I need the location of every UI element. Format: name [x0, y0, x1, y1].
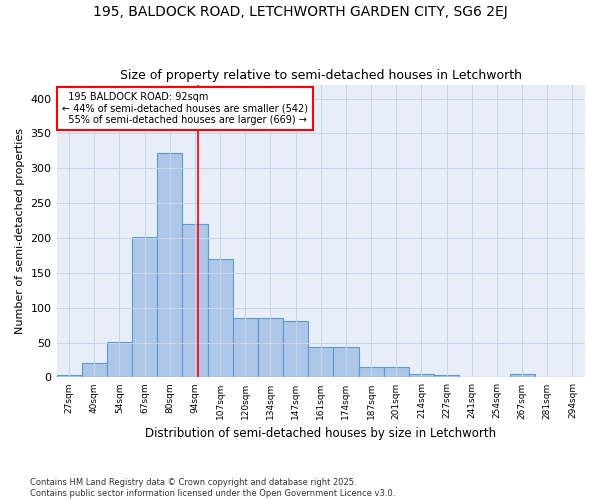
Title: Size of property relative to semi-detached houses in Letchworth: Size of property relative to semi-detach…: [120, 69, 522, 82]
Bar: [208, 259, 233, 378]
Bar: [434, 376, 459, 378]
Text: 195, BALDOCK ROAD, LETCHWORTH GARDEN CITY, SG6 2EJ: 195, BALDOCK ROAD, LETCHWORTH GARDEN CIT…: [92, 5, 508, 19]
Bar: [82, 363, 107, 378]
Bar: [258, 318, 283, 378]
Bar: [359, 367, 383, 378]
Bar: [383, 367, 409, 378]
Bar: [182, 224, 208, 378]
Bar: [107, 342, 132, 378]
Text: Contains HM Land Registry data © Crown copyright and database right 2025.
Contai: Contains HM Land Registry data © Crown c…: [30, 478, 395, 498]
Y-axis label: Number of semi-detached properties: Number of semi-detached properties: [15, 128, 25, 334]
X-axis label: Distribution of semi-detached houses by size in Letchworth: Distribution of semi-detached houses by …: [145, 427, 496, 440]
Text: 195 BALDOCK ROAD: 92sqm
← 44% of semi-detached houses are smaller (542)
  55% of: 195 BALDOCK ROAD: 92sqm ← 44% of semi-de…: [62, 92, 308, 125]
Bar: [409, 374, 434, 378]
Bar: [509, 374, 535, 378]
Bar: [56, 376, 82, 378]
Bar: [283, 321, 308, 378]
Bar: [334, 348, 359, 378]
Bar: [535, 376, 560, 378]
Bar: [308, 348, 334, 378]
Bar: [132, 238, 157, 378]
Bar: [459, 376, 484, 378]
Bar: [233, 318, 258, 378]
Bar: [157, 153, 182, 378]
